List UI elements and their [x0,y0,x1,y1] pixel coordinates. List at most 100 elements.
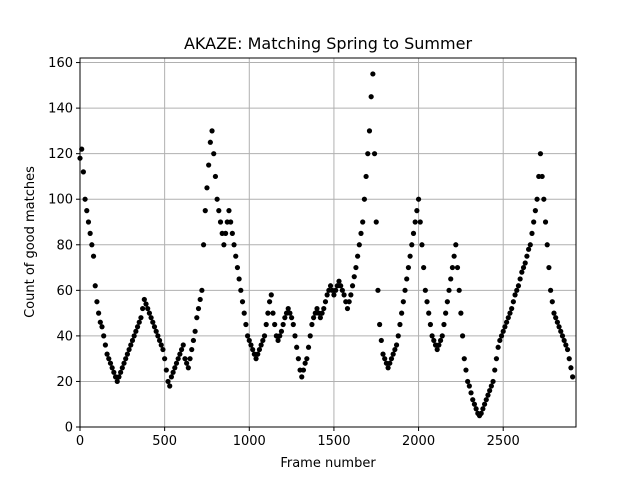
data-point [265,310,271,316]
data-point [126,346,132,353]
data-point [270,310,276,316]
data-point [336,278,342,284]
data-point [136,319,142,325]
y-tick-label: 160 [48,56,73,71]
data-point [448,276,454,282]
x-tick-label: 2500 [487,434,520,449]
data-point [524,253,530,259]
data-point [165,378,171,385]
data-point [90,253,97,259]
data-point [268,292,274,298]
data-point [170,369,176,375]
y-tick-label: 20 [56,375,73,390]
data-point [243,321,249,328]
y-tick-label: 100 [48,193,73,208]
y-axis-ticks: 0 20 40 60 80 100 120 140 160 [48,56,80,436]
data-point [404,276,410,282]
data-point [493,356,500,362]
data-point [509,305,515,312]
data-point [260,337,266,344]
data-point [258,342,264,348]
data-point [94,299,100,305]
data-point [101,333,107,339]
data-point [497,337,503,344]
data-point [89,242,95,248]
data-point [300,367,307,373]
data-point [532,208,538,214]
data-point [209,128,215,134]
data-point [514,287,520,293]
x-tick-label: 500 [152,434,177,449]
chart-title: AKAZE: Matching Spring to Summer [184,34,472,53]
data-point [349,283,356,289]
data-point [321,305,327,312]
data-point [400,299,406,305]
data-point [534,196,540,202]
y-tick-label: 40 [56,329,73,344]
data-point [470,397,476,403]
data-point [124,351,130,357]
data-point [366,128,373,134]
data-point [355,253,361,259]
data-point [468,390,474,396]
data-point [162,356,168,362]
data-point [244,333,251,339]
data-point [559,333,566,339]
data-point [234,264,241,271]
data-point [388,356,395,362]
data-point [236,276,242,282]
y-tick-label: 140 [48,102,73,117]
data-point [187,356,193,362]
data-point [371,151,378,157]
data-point [214,196,220,202]
data-point [338,283,344,289]
data-point [382,356,388,362]
data-point [548,287,554,293]
data-point [517,276,523,282]
data-point [422,287,428,293]
data-point [387,360,393,366]
data-point [415,196,422,202]
data-point [507,310,513,316]
plot-frame [79,57,577,428]
data-point [204,185,210,191]
data-point [520,264,527,271]
y-tick-label: 60 [56,284,73,299]
data-point [200,242,207,248]
y-tick-label: 80 [56,238,73,253]
data-point [131,333,137,339]
data-point [563,342,569,348]
data-point [116,374,122,380]
data-point [481,401,488,407]
data-point [185,365,191,371]
data-point [412,219,418,225]
data-point [119,365,125,371]
data-point [370,71,376,77]
data-point [250,346,256,353]
data-point [141,296,147,303]
y-tick-label: 120 [48,147,73,162]
data-point [148,315,154,321]
data-point [443,310,449,316]
data-point [106,356,112,362]
data-point [272,321,278,328]
data-point [510,299,516,305]
data-point [353,264,359,271]
data-point [392,346,398,353]
data-point [488,383,494,389]
data-point [436,342,442,348]
data-point [492,367,498,373]
data-point [363,173,369,180]
data-point [238,287,244,293]
data-point [287,310,293,316]
data-point [285,305,291,312]
data-point [99,324,105,330]
data-point [478,410,484,416]
data-point [344,305,351,312]
data-point [275,337,281,344]
data-point [289,315,295,321]
data-point [322,299,329,305]
data-point [294,344,300,350]
data-point [539,173,545,180]
